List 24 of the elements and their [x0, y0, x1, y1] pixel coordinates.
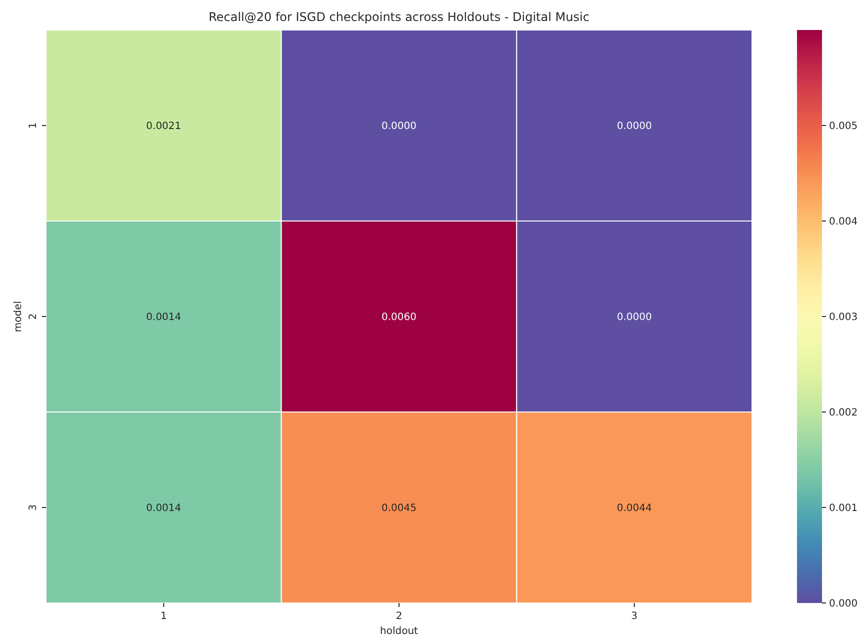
y-tick-label: 1	[28, 122, 39, 129]
data-label: 0.0000	[616, 121, 652, 132]
y-tick-label: 3	[28, 504, 39, 511]
y-axis-title: model	[13, 300, 24, 332]
color-bar-label: 0.003	[829, 312, 858, 323]
data-label: 0.0000	[616, 312, 652, 323]
data-label: 0.0000	[382, 121, 416, 132]
data-label: 0.0060	[382, 312, 416, 323]
x-tick-label: 3	[631, 611, 638, 622]
x-tick-label: 1	[160, 611, 167, 622]
color-bar-label: 0.005	[829, 121, 858, 132]
color-bar-label: 0.001	[829, 503, 858, 514]
data-label: 0.0021	[146, 121, 182, 132]
data-label: 0.0044	[616, 503, 652, 514]
chart-title: Recall@20 for ISGD checkpoints across Holdouts - Digital Music	[208, 10, 590, 24]
y-tick-label: 2	[28, 313, 39, 320]
data-label: 0.0014	[146, 503, 182, 514]
x-tick-label: 2	[396, 611, 402, 622]
x-axis-title: holdout	[380, 626, 418, 637]
color-bar-label: 0.002	[829, 408, 858, 418]
color-bar-label: 0.000	[829, 598, 858, 610]
data-label: 0.0045	[382, 503, 416, 514]
data-label: 0.0014	[146, 312, 182, 323]
color-bar-label: 0.004	[829, 216, 858, 228]
